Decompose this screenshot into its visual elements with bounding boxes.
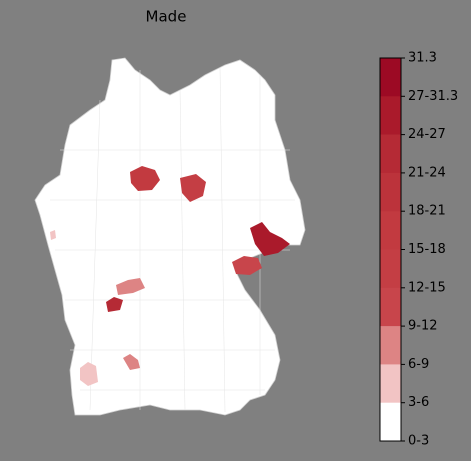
- district: [130, 166, 160, 191]
- colorbar-segment: [380, 249, 401, 289]
- colorbar-segment: [380, 134, 401, 174]
- district: [106, 297, 123, 312]
- colorbar: 31.3 27-31.3 24-27 21-24 18-21 15-18 12-15 9-12…: [379, 51, 458, 449]
- colorbar-segment: [380, 96, 401, 135]
- district: [180, 174, 206, 202]
- colorbar-segment: [380, 211, 401, 250]
- colorbar-label: 18-21: [408, 204, 446, 219]
- country-outline: [34, 57, 306, 416]
- district-borders: [50, 67, 295, 413]
- district: [250, 222, 290, 256]
- map-title: Made: [146, 8, 187, 26]
- colorbar-label: 21-24: [408, 165, 446, 180]
- colorbar-label: 24-27: [408, 127, 446, 142]
- colorbar-segment: [380, 402, 401, 442]
- colorbar-segment: [380, 287, 401, 327]
- colorbar-segment: [380, 58, 401, 97]
- district: [50, 230, 56, 240]
- colorbar-segment: [380, 364, 401, 403]
- colorbar-label: 3-6: [408, 395, 429, 410]
- germany-map: [34, 57, 306, 416]
- colorbar-label: 9-12: [408, 319, 438, 334]
- district: [116, 278, 145, 295]
- colorbar-label: 0-3: [408, 434, 429, 449]
- district: [232, 256, 262, 275]
- colorbar-segment: [380, 326, 401, 365]
- colorbar-label: 27-31.3: [408, 89, 458, 104]
- district: [123, 354, 140, 370]
- district: [80, 362, 98, 386]
- colorbar-segment: [380, 172, 401, 212]
- colorbar-label: 15-18: [408, 242, 446, 257]
- colorbar-label: 31.3: [408, 51, 437, 66]
- colorbar-label: 6-9: [408, 357, 429, 372]
- colorbar-label: 12-15: [408, 280, 446, 295]
